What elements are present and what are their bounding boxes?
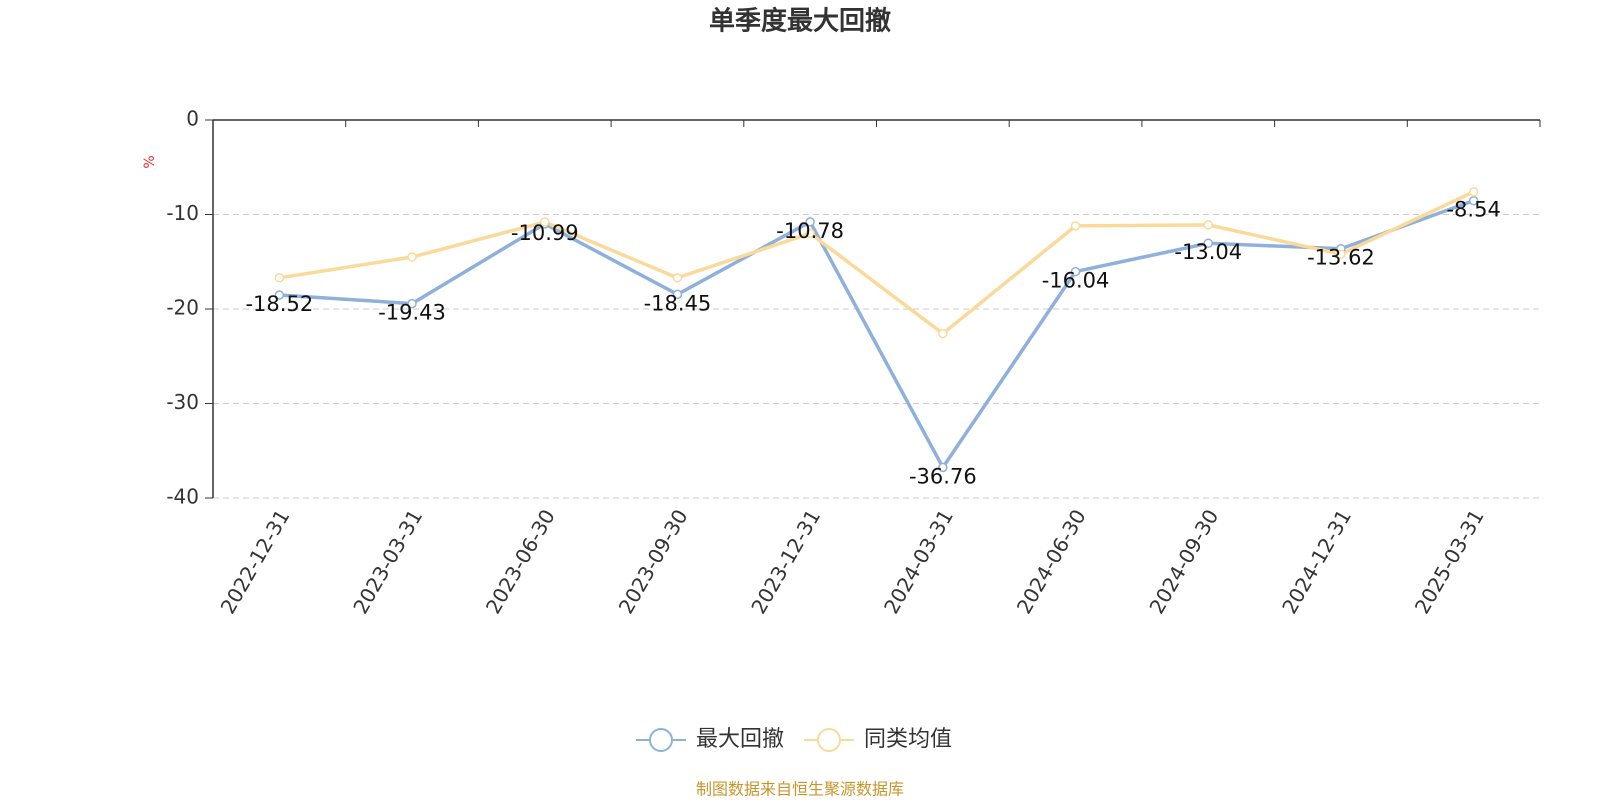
legend-item: 同类均值: [804, 727, 952, 752]
point: [805, 217, 815, 227]
series-line: [279, 190, 1475, 336]
y-tick-label: -40: [166, 485, 199, 509]
x-tick-label: 2024-09-30: [1144, 505, 1223, 618]
legend-marker: [817, 728, 842, 752]
series-line: [279, 199, 1475, 471]
x-tick-label: 2024-03-31: [879, 505, 958, 618]
data-label: -16.04: [1042, 269, 1110, 293]
point: [1203, 220, 1213, 230]
y-tick-label: -30: [166, 390, 199, 414]
point: [407, 298, 417, 309]
data-label: -13.04: [1174, 240, 1242, 264]
x-tick-label: 2024-06-30: [1012, 505, 1091, 618]
point: [407, 252, 417, 262]
point: [672, 289, 683, 300]
point: [1468, 187, 1479, 197]
y-tick-label: -10: [166, 201, 199, 225]
data-label: -10.78: [776, 219, 844, 243]
point: [540, 217, 550, 227]
point: [1336, 249, 1346, 259]
data-label: -18.52: [245, 292, 313, 316]
legend-marker: [649, 728, 673, 752]
chart-title: 单季度最大回撤: [709, 6, 891, 37]
data-label: -10.99: [511, 221, 579, 245]
y-unit: %: [142, 155, 158, 168]
x-tick-label: 2022-12-31: [216, 505, 295, 618]
point: [805, 228, 815, 239]
x-tick-label: 2023-12-31: [746, 505, 825, 618]
x-tick-label: 2023-06-30: [481, 505, 560, 618]
point: [672, 273, 683, 283]
point: [274, 273, 285, 283]
data-label: -8.54: [1446, 198, 1500, 222]
point: [1070, 221, 1081, 231]
x-tick-label: 2025-03-31: [1410, 505, 1489, 618]
point: [1070, 266, 1081, 277]
legend-label: 最大回撤: [696, 727, 784, 752]
data-label: -19.43: [378, 301, 446, 325]
x-tick-label: 2024-12-31: [1277, 505, 1356, 618]
point: [938, 462, 948, 473]
y-tick-label: -20: [166, 296, 199, 320]
point: [1203, 238, 1213, 248]
point: [1468, 195, 1479, 206]
legend-item: 最大回撤: [636, 727, 784, 752]
x-tick-label: 2023-09-30: [614, 505, 693, 618]
source-note: 制图数据来自恒生聚源数据库: [696, 780, 904, 799]
x-tick-label: 2023-03-31: [348, 505, 427, 618]
y-tick-label: 0: [186, 107, 199, 131]
point: [938, 328, 948, 339]
data-label: -36.76: [909, 464, 977, 488]
point: [274, 290, 285, 300]
data-label: -13.62: [1307, 246, 1375, 270]
legend-label: 同类均值: [864, 727, 952, 752]
data-label: -18.45: [644, 291, 712, 315]
